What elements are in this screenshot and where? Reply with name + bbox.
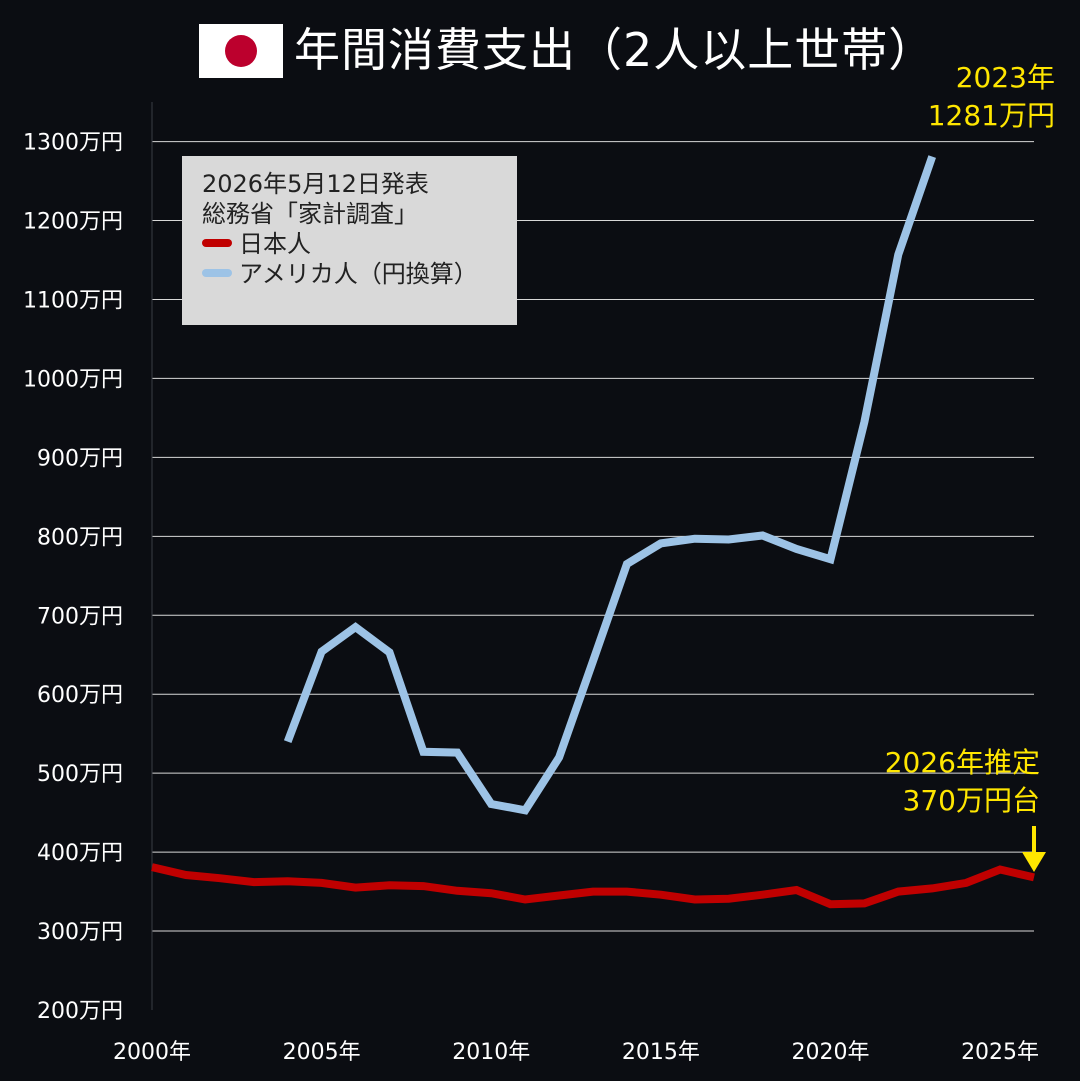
legend-source-name: 総務省「家計調査」 xyxy=(202,200,418,228)
annotation-2026: 2026年推定 370万円台 xyxy=(885,746,1046,872)
y-tick-label: 400万円 xyxy=(37,841,123,866)
down-arrow-icon xyxy=(1022,826,1046,872)
series-line-usa xyxy=(283,155,936,815)
x-tick-label: 2000年 xyxy=(113,1040,191,1065)
annotation-2023: 2023年 1281万円 xyxy=(928,61,1055,132)
y-tick-label: 1200万円 xyxy=(23,210,123,235)
x-tick-label: 2010年 xyxy=(452,1040,530,1065)
x-tick-label: 2015年 xyxy=(622,1040,700,1065)
chart-header: 年間消費支出（2人以上世帯） xyxy=(0,0,1080,100)
series-line-japan xyxy=(151,863,1035,909)
japan-flag-icon xyxy=(199,24,283,78)
y-tick-label: 1000万円 xyxy=(23,367,123,392)
x-tick-label: 2025年 xyxy=(961,1040,1039,1065)
y-tick-label: 900万円 xyxy=(37,446,123,471)
flag-sun-disc xyxy=(225,35,257,67)
x-axis-ticks: 2000年 2005年 2010年 2015年 2020年 2025年 xyxy=(113,1040,1039,1065)
y-tick-label: 700万円 xyxy=(37,604,123,629)
y-tick-label: 1100万円 xyxy=(23,288,123,313)
y-tick-label: 600万円 xyxy=(37,683,123,708)
y-tick-label: 800万円 xyxy=(37,525,123,550)
chart-legend: 2026年5月12日発表 総務省「家計調査」 日本人 アメリカ人（円換算） xyxy=(182,156,517,325)
legend-item-japan: 日本人 xyxy=(202,229,517,259)
y-tick-label: 200万円 xyxy=(37,999,123,1024)
annotation-2023-year: 2023年 xyxy=(956,61,1055,94)
chart-title: 年間消費支出（2人以上世帯） xyxy=(294,23,936,77)
y-tick-label: 300万円 xyxy=(37,920,123,945)
x-tick-label: 2020年 xyxy=(791,1040,869,1065)
annotation-2026-year: 2026年推定 xyxy=(885,746,1040,779)
x-tick-label: 2005年 xyxy=(283,1040,361,1065)
legend-swatch-usa xyxy=(202,269,232,277)
legend-label-usa: アメリカ人（円換算） xyxy=(239,260,478,288)
annotation-2023-value: 1281万円 xyxy=(928,99,1055,132)
legend-label-japan: 日本人 xyxy=(239,230,311,258)
legend-source-date: 2026年5月12日発表 xyxy=(202,170,429,198)
legend-swatch-japan xyxy=(202,239,232,247)
y-axis-ticks: 200万円 300万円 400万円 500万円 600万円 700万円 800万円 900万円… xyxy=(23,131,123,1024)
annotation-2026-value: 370万円台 xyxy=(903,784,1040,817)
y-tick-label: 500万円 xyxy=(37,762,123,787)
legend-item-usa: アメリカ人（円換算） xyxy=(202,259,517,289)
y-tick-label: 1300万円 xyxy=(23,131,123,156)
series-lines xyxy=(151,155,1035,909)
